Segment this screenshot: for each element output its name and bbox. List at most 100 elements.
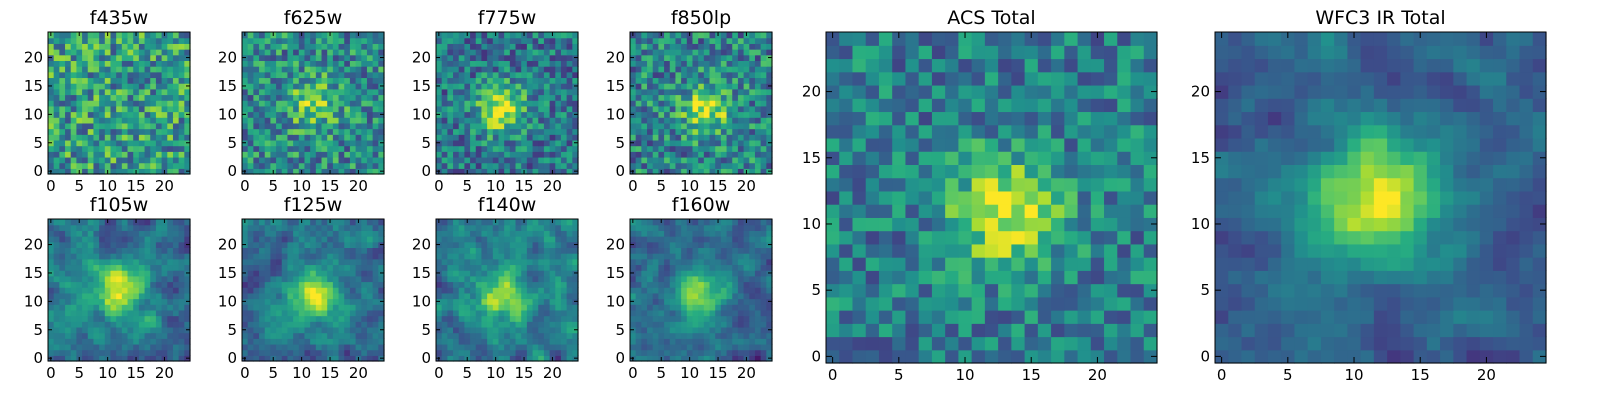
heatmap-cell [48, 60, 55, 67]
heatmap-cell [53, 355, 60, 362]
heatmap-cell [127, 219, 134, 226]
heatmap-cell [99, 83, 106, 90]
heatmap-cell [521, 236, 528, 243]
heatmap-cell [59, 247, 66, 254]
heatmap-cell [287, 156, 294, 164]
heatmap-cell [737, 122, 745, 130]
heatmap-cell [749, 281, 756, 288]
heatmap-cell [464, 83, 471, 90]
heatmap-cell [630, 60, 637, 67]
heatmap-cell [630, 156, 637, 164]
heatmap-cell [161, 241, 168, 248]
heatmap-cell [104, 49, 112, 56]
y-tick-label: 10 [606, 105, 625, 123]
heatmap-cell [566, 230, 573, 237]
heatmap-cell [441, 117, 448, 124]
heatmap-cell [766, 332, 773, 339]
heatmap-cell [247, 247, 254, 254]
heatmap-cell [378, 219, 385, 226]
heatmap-cell [726, 60, 733, 67]
heatmap-cell [372, 224, 379, 231]
heatmap-cell [70, 145, 77, 152]
heatmap-cell [155, 88, 163, 96]
heatmap-cell [65, 270, 72, 277]
heatmap-cell [53, 315, 60, 322]
heatmap-cell [276, 100, 283, 107]
heatmap-cell [150, 270, 157, 277]
heatmap-cell [543, 253, 551, 260]
heatmap-cell [737, 32, 745, 39]
heatmap-cell [127, 343, 134, 351]
heatmap-cell [664, 332, 671, 339]
heatmap-cell [276, 264, 283, 271]
heatmap-cell [304, 66, 311, 73]
heatmap-cell [521, 287, 528, 294]
heatmap-cell [436, 321, 443, 328]
heatmap-cell [287, 315, 294, 322]
heatmap-cell [543, 156, 551, 164]
heatmap-cell [515, 292, 522, 300]
heatmap-cell [150, 309, 157, 317]
heatmap-cell [560, 54, 568, 61]
heatmap-cell [281, 54, 289, 61]
heatmap-cell [65, 343, 72, 351]
heatmap-cell [53, 287, 60, 294]
heatmap-cell [116, 230, 123, 237]
heatmap-cell [675, 134, 682, 141]
heatmap-cell [150, 77, 157, 84]
heatmap-cell [464, 264, 471, 271]
heatmap-cell [76, 332, 83, 339]
heatmap-cell [327, 224, 334, 231]
heatmap-cell [538, 122, 545, 130]
heatmap-cell [315, 43, 323, 50]
heatmap-cell [441, 219, 448, 226]
heatmap-cell [161, 332, 168, 339]
heatmap-cell [48, 71, 55, 79]
heatmap-cell [715, 321, 722, 328]
heatmap-cell [104, 60, 112, 67]
heatmap-cell [172, 49, 180, 56]
heatmap-cell [572, 156, 579, 164]
heatmap-cell [481, 77, 488, 84]
heatmap-cell [458, 343, 465, 351]
heatmap-cell [293, 66, 300, 73]
heatmap-cell [647, 343, 654, 351]
heatmap-cell [184, 264, 191, 271]
heatmap-cell [492, 94, 500, 101]
heatmap-cell [310, 151, 317, 158]
heatmap-cell [332, 326, 340, 334]
heatmap-cell [566, 128, 573, 135]
heatmap-cell [675, 292, 682, 300]
heatmap-cell [242, 100, 249, 107]
heatmap-cell [150, 304, 157, 311]
heatmap-cell [515, 66, 522, 73]
heatmap-cell [144, 219, 151, 226]
heatmap-cell [48, 128, 55, 135]
heatmap-cell [259, 32, 266, 39]
heatmap-cell [93, 258, 100, 266]
heatmap-cell [532, 315, 539, 322]
heatmap-cell [526, 258, 534, 266]
heatmap-cell [664, 122, 671, 130]
heatmap-cell [453, 83, 460, 90]
heatmap-cell [560, 298, 568, 305]
heatmap-cell [372, 49, 379, 56]
heatmap-cell [281, 326, 289, 334]
heatmap-cell [121, 332, 129, 339]
heatmap-cells [48, 32, 191, 175]
heatmap-cell [293, 168, 300, 175]
heatmap-cell [172, 292, 180, 300]
heatmap-cell [178, 219, 185, 226]
heatmap-cell [82, 281, 89, 288]
heatmap-cell [675, 355, 682, 362]
heatmap-cell [110, 219, 117, 226]
heatmap-cell [110, 309, 117, 317]
heatmap-cell [453, 275, 460, 283]
y-tick-label: 0 [227, 349, 237, 367]
heatmap-cell [572, 275, 579, 283]
heatmap-cell [121, 105, 129, 113]
heatmap-cell [470, 275, 477, 283]
heatmap-cell [737, 43, 745, 50]
heatmap-cell [521, 241, 528, 248]
heatmap-cell [344, 219, 351, 226]
